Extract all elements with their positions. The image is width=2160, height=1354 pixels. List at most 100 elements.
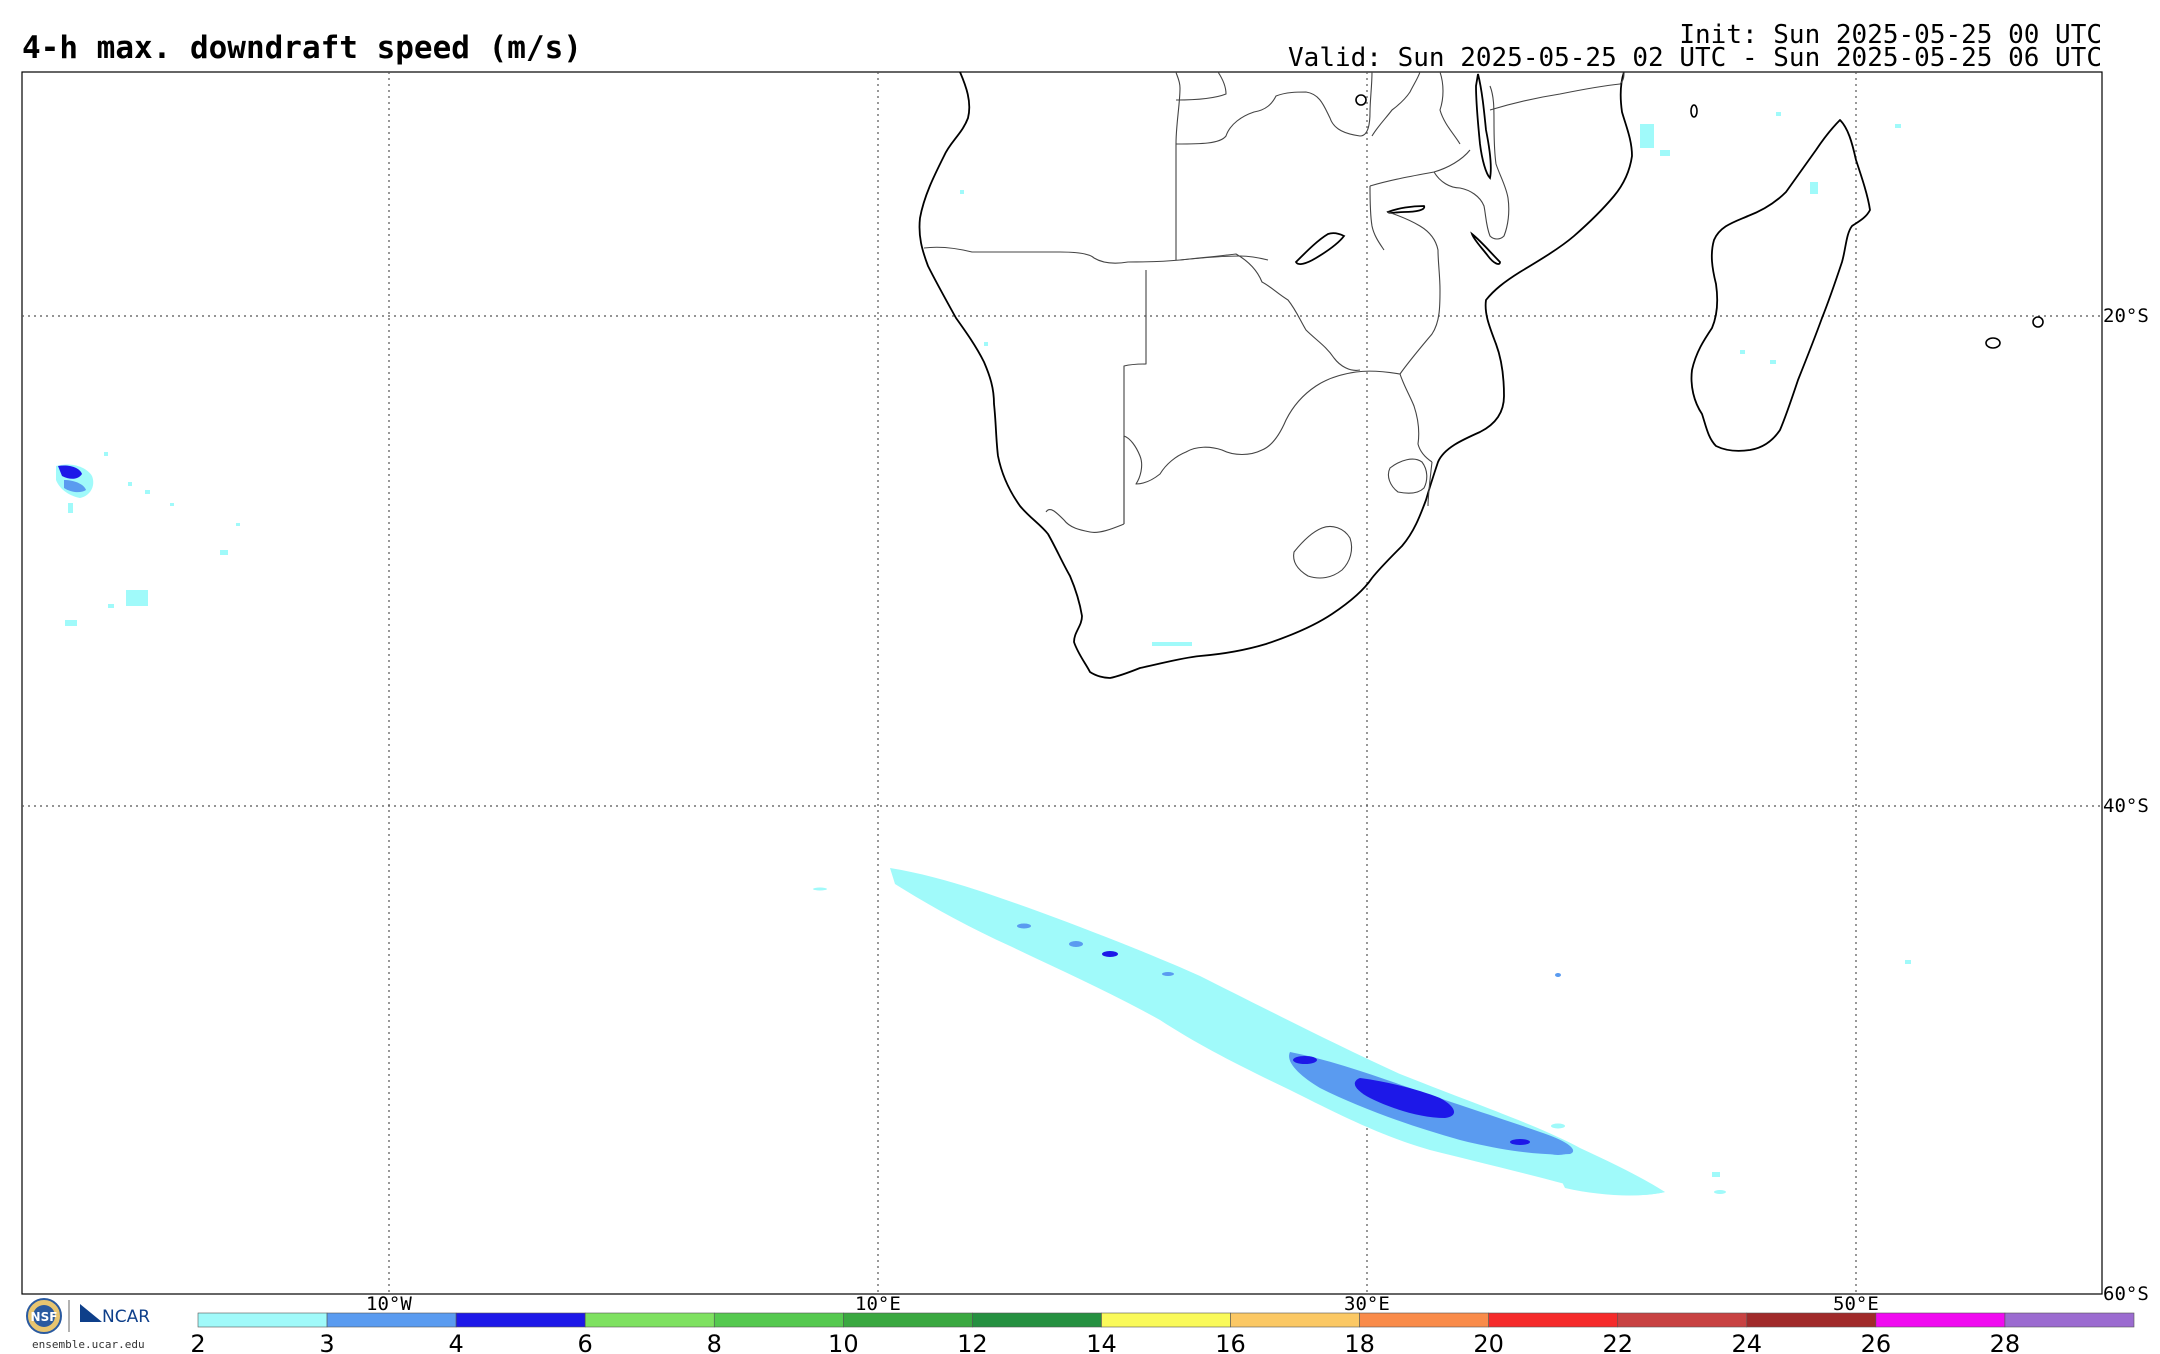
lakes — [1294, 73, 1501, 265]
lake-kariba — [1294, 232, 1346, 265]
border-moz-malawi — [1433, 85, 1510, 240]
colorbar-swatch — [1488, 1312, 1619, 1328]
colorbar-tick-label: 28 — [1990, 1330, 2021, 1354]
border-moz-south — [1427, 461, 1433, 507]
west-dot-10 — [108, 604, 114, 608]
lat-label-40s: 40°S — [2103, 795, 2149, 817]
band-cyan-spot-3 — [1551, 1123, 1565, 1129]
border-sa-moz — [1399, 373, 1433, 463]
colorbar-tick-label: 2 — [190, 1330, 205, 1354]
border-zambia-zimbabwe — [1179, 253, 1361, 371]
band-blue-spot-8 — [1555, 973, 1561, 977]
colorbar-tick-label: 18 — [1344, 1330, 1375, 1354]
mauritius — [1985, 337, 2001, 349]
border-drc-east — [1439, 71, 1461, 145]
colorbar-tick-label: 16 — [1215, 1330, 1246, 1354]
graticule — [22, 72, 2102, 1294]
colorbar-tick-label: 26 — [1861, 1330, 1892, 1354]
border-zambia-moz — [1369, 185, 1385, 251]
border-angola-drc — [1175, 71, 1181, 145]
colorbar-swatch — [713, 1312, 844, 1328]
colorbar-tick-label: 6 — [578, 1330, 593, 1354]
west-dot-1 — [68, 503, 73, 513]
eswatini — [1387, 458, 1428, 494]
band-blue-spot-5 — [1293, 1056, 1317, 1064]
band-blue-spot-1 — [1102, 951, 1118, 957]
band-blue-spot-3 — [1017, 923, 1031, 929]
colorbar-tick-label: 22 — [1602, 1330, 1633, 1354]
west-dot-5 — [170, 503, 174, 506]
band-blue — [1354, 1078, 1455, 1118]
border-botswana-sa — [1123, 370, 1401, 524]
border-tanzania-moz — [1369, 149, 1471, 187]
lake-victoria-edge — [1355, 94, 1367, 106]
border-zimbabwe-moz — [1387, 211, 1441, 375]
colorbar-tick-label: 20 — [1473, 1330, 1504, 1354]
border-angola-north — [1175, 71, 1227, 101]
lat-label-60s: 60°S — [2103, 1283, 2149, 1305]
madagascar-coast — [1690, 119, 1871, 452]
madagascar-outline — [1690, 119, 1871, 452]
lake-tanganyika-tip — [1386, 205, 1426, 214]
colorbar-swatch — [1746, 1312, 1877, 1328]
band-cyan-spot-2 — [1714, 1190, 1726, 1194]
colorbar-swatch — [1359, 1312, 1489, 1328]
colorbar-tick-label: 10 — [828, 1330, 859, 1354]
west-dot-8 — [126, 590, 148, 606]
colorbar-tick-label: 24 — [1732, 1330, 1763, 1354]
border-tanzania-kenya — [1489, 71, 1625, 111]
border-zambia-malawi — [1371, 71, 1421, 137]
nsf-label: NSF — [31, 1310, 58, 1324]
west-patch-blue-2 — [64, 480, 86, 493]
colorbar-swatch — [1230, 1312, 1360, 1328]
colorbar-tick-label: 3 — [319, 1330, 334, 1354]
west-dot-6 — [220, 550, 228, 555]
nsf-seal-icon: NSF — [26, 1298, 62, 1334]
west-dot-2 — [104, 452, 108, 456]
lat-label-20s: 20°S — [2103, 305, 2149, 327]
west-dot-7 — [236, 523, 240, 526]
colorbar-swatch — [1875, 1312, 2006, 1328]
colorbar-swatch — [843, 1312, 973, 1328]
africa-west-coast — [918, 71, 1633, 679]
band-blue-spot-7 — [1548, 1149, 1568, 1155]
colorbar-swatch — [2004, 1312, 2135, 1328]
downdraft-scattered — [960, 112, 1911, 1177]
lon-label-30e: 30°E — [1344, 1293, 1390, 1315]
colorbar-swatch — [1617, 1312, 1748, 1328]
valid-time: Valid: Sun 2025-05-25 02 UTC - Sun 2025-… — [1288, 43, 2102, 73]
enclaves — [1293, 458, 1428, 579]
lon-label-50e: 50°E — [1833, 1293, 1879, 1315]
downdraft-patch-west — [56, 452, 240, 626]
colorbar-swatch — [1101, 1312, 1231, 1328]
colorbar-tick-label: 8 — [707, 1330, 722, 1354]
colorbar-tick-label: 14 — [1086, 1330, 1117, 1354]
border-namibia-botswana — [1123, 269, 1147, 524]
colorbar: 2 3 4 6 8 10 12 14 16 18 20 22 24 26 28 — [190, 1312, 2135, 1354]
nsf-ncar-logo: NSF NCAR — [26, 1298, 150, 1334]
country-borders — [923, 71, 1625, 533]
lon-label-10w: 10°W — [366, 1293, 412, 1315]
map-title: 4-h max. downdraft speed (m/s) — [22, 30, 582, 66]
ncar-logo-icon: NCAR — [80, 1304, 150, 1327]
band-cyan-tail — [1560, 1178, 1665, 1196]
colorbar-tick-label: 4 — [448, 1330, 463, 1354]
islands — [1355, 94, 2044, 349]
west-dot-4 — [145, 490, 150, 494]
ncar-label: NCAR — [102, 1307, 150, 1327]
colorbar-swatch — [455, 1312, 586, 1328]
border-angola-namibia — [923, 246, 1269, 264]
site-url: ensemble.ucar.edu — [32, 1338, 145, 1351]
colorbar-tick-label: 12 — [957, 1330, 988, 1354]
west-dot-9 — [65, 620, 77, 626]
lesotho — [1293, 525, 1353, 579]
init-time: Init: Sun 2025-05-25 00 UTC — [1679, 20, 2102, 50]
west-patch-blue — [58, 465, 82, 479]
reunion — [2032, 316, 2044, 328]
band-blue-spot-4 — [1162, 972, 1174, 976]
band-cyan-spot-1 — [813, 887, 827, 891]
border-namibia-sa — [1045, 509, 1125, 533]
band-blue-spot-6 — [1510, 1139, 1530, 1145]
axis-labels: 10°W 10°E 30°E 50°E 20°S 40°S 60°S — [366, 305, 2149, 1315]
